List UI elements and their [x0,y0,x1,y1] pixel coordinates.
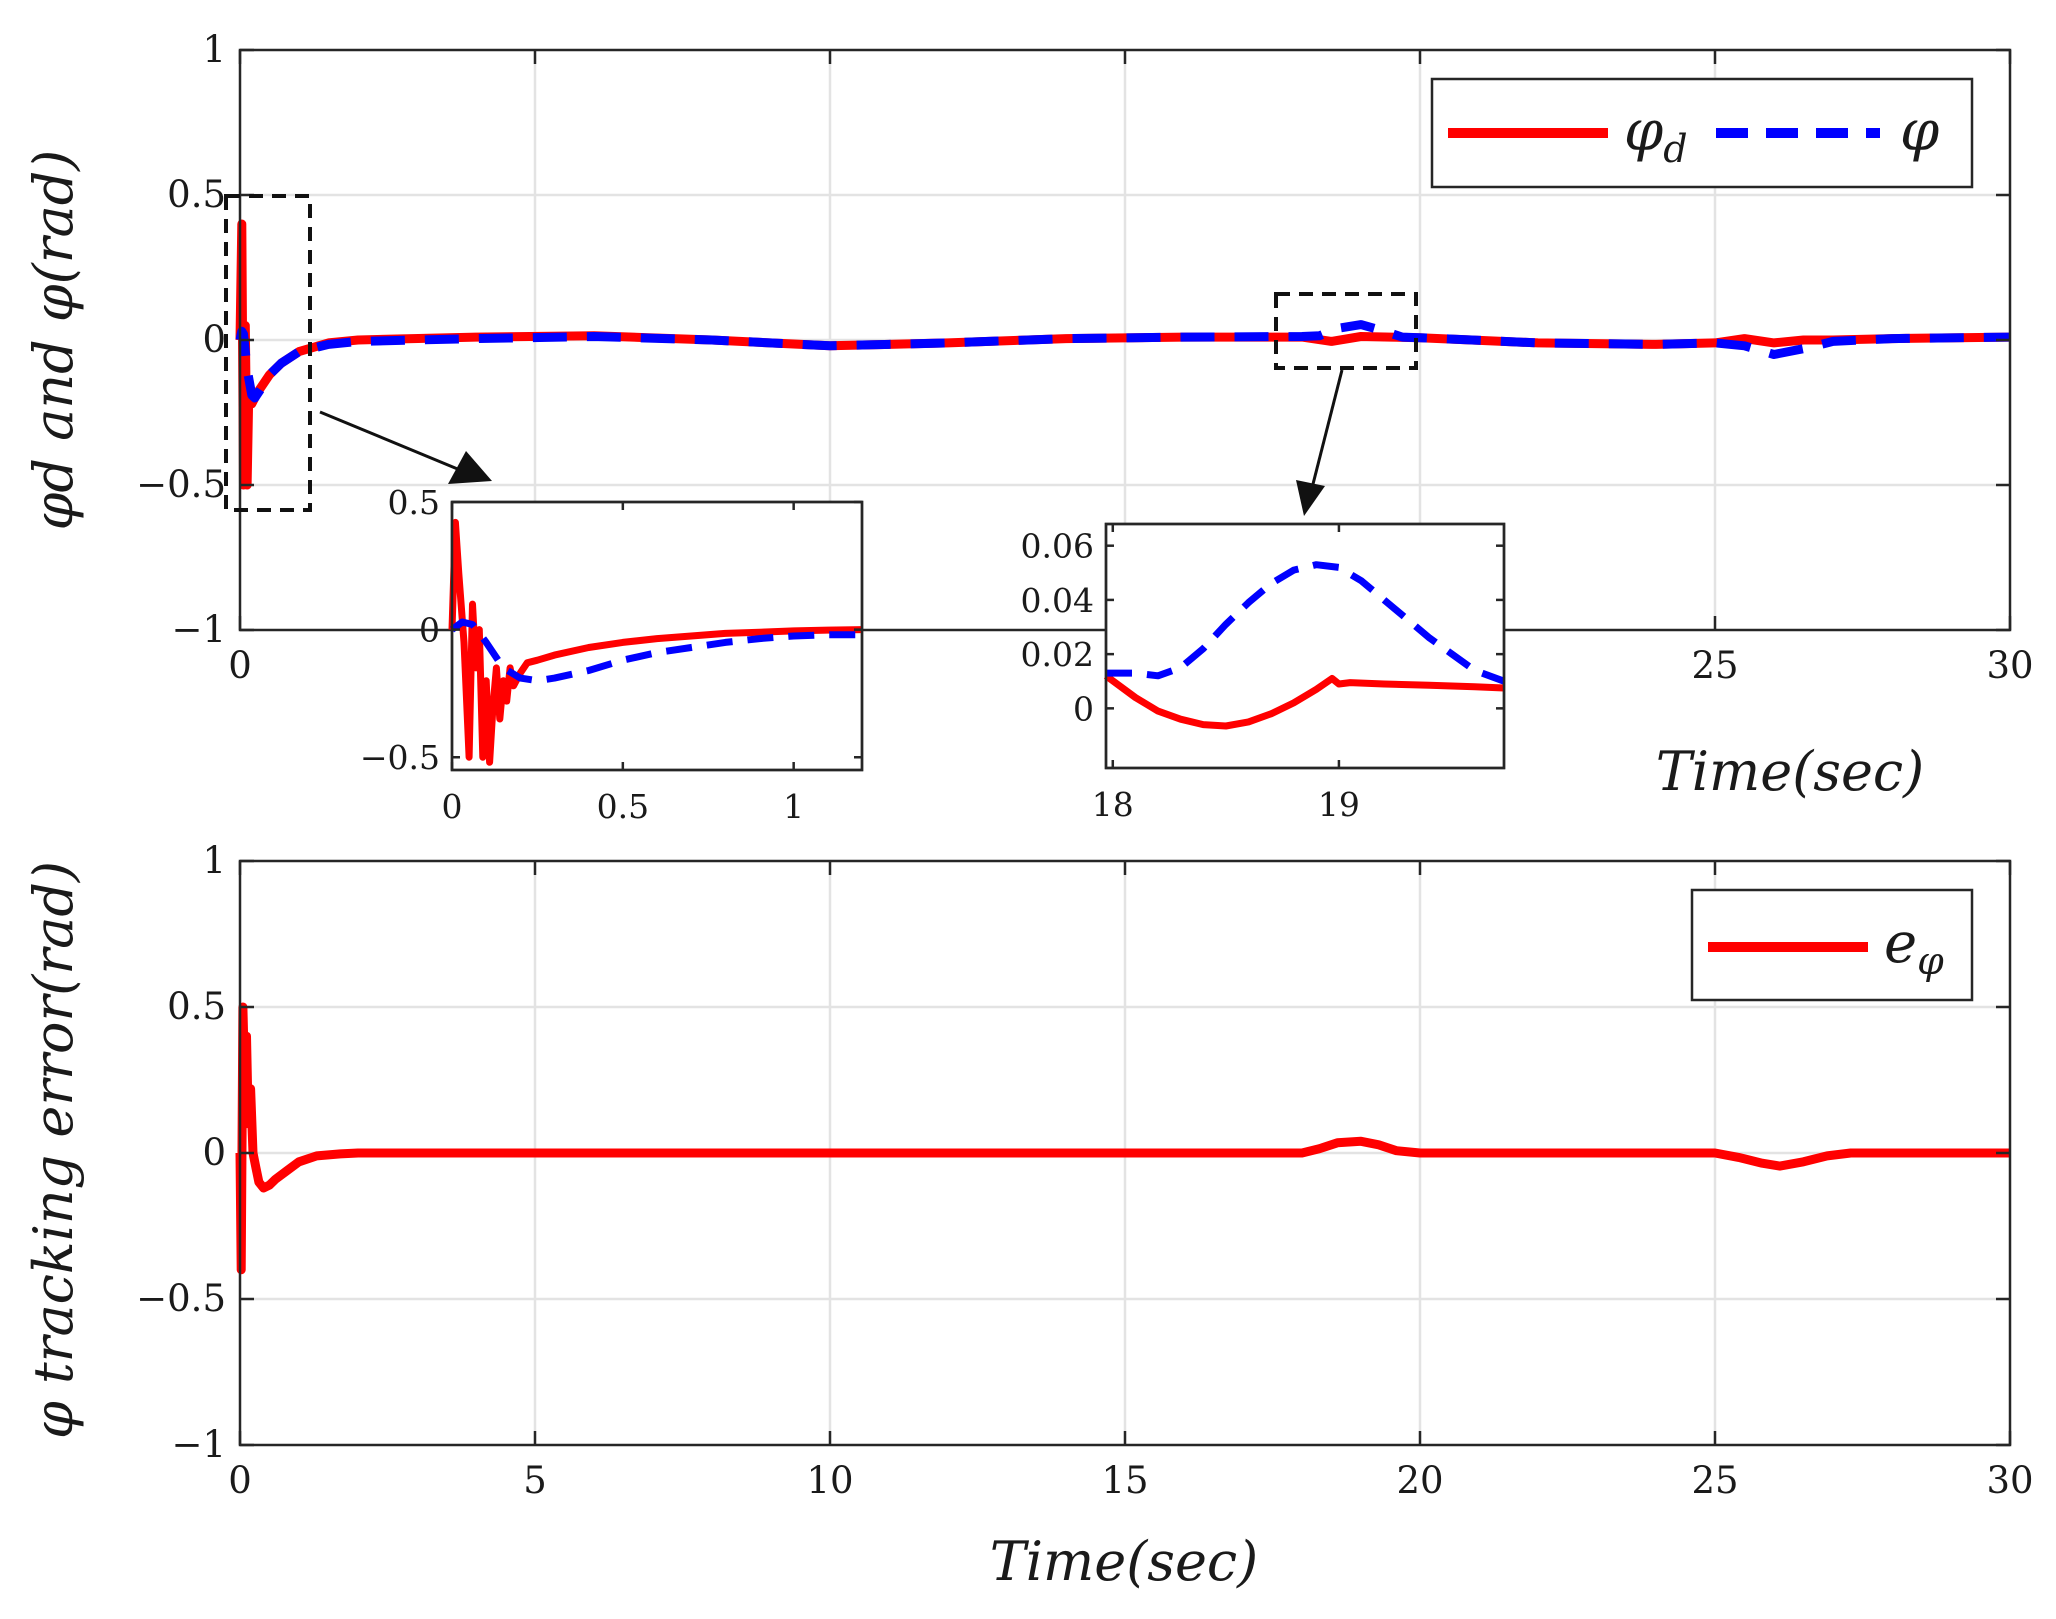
inset2-y-tick-label-3: 0.06 [1021,527,1094,566]
bottom-x-axis-label: Time(sec) [990,1530,1259,1593]
bottom-legend: eφ [1690,888,1974,1002]
bottom-x-tick-label-3: 15 [1101,1459,1148,1502]
bottom-x-tick-label-5: 25 [1691,1459,1738,1502]
top-y-tick-label-1: −0.5 [136,463,226,506]
inset1-x-tick-label-0: 0 [442,787,463,826]
top-series-line-1 [235,320,2011,403]
top-y-tick-label-4: 1 [202,28,226,71]
inset1-y-tick-label-1: 0 [419,611,440,650]
top-y-axis-label: φd and φ(rad) [22,150,85,531]
bottom-y-tick-labels: −1 −0.5 0 0.5 1 [136,839,226,1466]
zoom-box-middle [1274,292,1418,370]
zoom-arrow-middle-head [1296,480,1325,516]
top-tick-marks [238,48,2012,632]
top-y-tick-label-2: 0 [202,318,226,361]
inset2-x-tick-label-0: 18 [1092,785,1134,824]
inset-2-series [1103,561,1506,730]
bottom-x-tick-labels: 0 5 10 15 20 25 30 [228,1459,2033,1502]
bottom-chart: −1 −0.5 0 0.5 1 0 5 10 15 20 25 30 φ tracking erro… [22,839,2034,1593]
bottom-x-tick-label-0: 0 [228,1459,252,1502]
top-y-tick-label-3: 0.5 [167,173,226,216]
top-x-axis-label: Time(sec) [1656,740,1925,803]
inset1-series-line-0 [448,518,863,766]
bottom-y-tick-label-4: 1 [202,839,226,882]
inset-2-x-tick-labels: 18 19 [1092,785,1360,824]
top-series [235,219,2011,490]
bottom-y-tick-label-1: −0.5 [136,1277,226,1320]
top-chart: −1 −0.5 0 0.5 1 0 25 30 φd and φ(rad) Time(sec… [22,28,2034,803]
inset1-y-tick-label-2: 0.5 [388,483,440,522]
top-x-tick-labels: 0 25 30 [228,644,2033,687]
zoom-arrow-start-head [448,451,492,484]
inset2-y-tick-label-1: 0.02 [1021,635,1094,674]
inset2-y-tick-label-2: 0.04 [1021,581,1094,620]
inset1-x-tick-label-2: 1 [783,787,804,826]
bottom-series [235,1002,2010,1275]
inset-2-tick-marks [1106,524,1504,768]
zoom-arrow-middle [1310,369,1344,489]
zoom-box-start [224,194,312,512]
inset-2-y-tick-labels: 0 0.02 0.04 0.06 [1021,527,1094,729]
inset-2-chart: 00.020.040.06 18 19 [1021,522,1506,824]
bottom-tick-marks [238,859,2012,1447]
inset-1-series [448,518,863,766]
inset-1-y-tick-labels: −0.5 0 0.5 [360,483,440,777]
inset-1-tick-marks [450,500,862,770]
bottom-x-tick-label-6: 30 [1986,1459,2033,1502]
bottom-y-tick-label-2: 0 [202,1131,226,1174]
inset-1-chart: −0.500.5 0 0.5 1 [360,483,864,826]
top-y-tick-labels: −1 −0.5 0 0.5 1 [136,28,226,651]
bottom-y-tick-label-0: −1 [171,1423,226,1466]
inset1-y-tick-label-0: −0.5 [360,738,440,777]
bottom-x-tick-label-2: 10 [806,1459,853,1502]
legend-label-phi: φ [1900,99,1939,164]
top-y-tick-label-0: −1 [171,608,226,651]
zoom-arrow-start [319,410,461,472]
top-x-tick-label-0: 0 [228,644,252,687]
legend-label-phi-d: φd [1624,99,1688,171]
top-legend: φd φ [1430,77,1974,189]
inset2-x-tick-label-1: 19 [1318,785,1360,824]
inset1-x-tick-label-1: 0.5 [597,787,649,826]
bottom-series-line-0 [235,1002,2010,1275]
inset1-series-line-1 [449,618,862,685]
inset-2-box [1104,522,1506,770]
top-x-tick-label-6: 30 [1986,644,2033,687]
inset-1-x-tick-labels: 0 0.5 1 [442,787,805,826]
inset2-series-line-1 [1106,561,1506,685]
bottom-y-tick-label-3: 0.5 [167,985,226,1028]
bottom-x-tick-label-1: 5 [523,1459,547,1502]
inset2-y-tick-label-0: 0 [1073,689,1094,728]
inset2-series-line-0 [1103,672,1505,730]
top-x-tick-label-5: 25 [1691,644,1738,687]
legend-label-e-phi: eφ [1884,911,1944,983]
bottom-x-tick-label-4: 20 [1396,1459,1443,1502]
bottom-y-axis-label: φ tracking error(rad) [22,861,85,1439]
